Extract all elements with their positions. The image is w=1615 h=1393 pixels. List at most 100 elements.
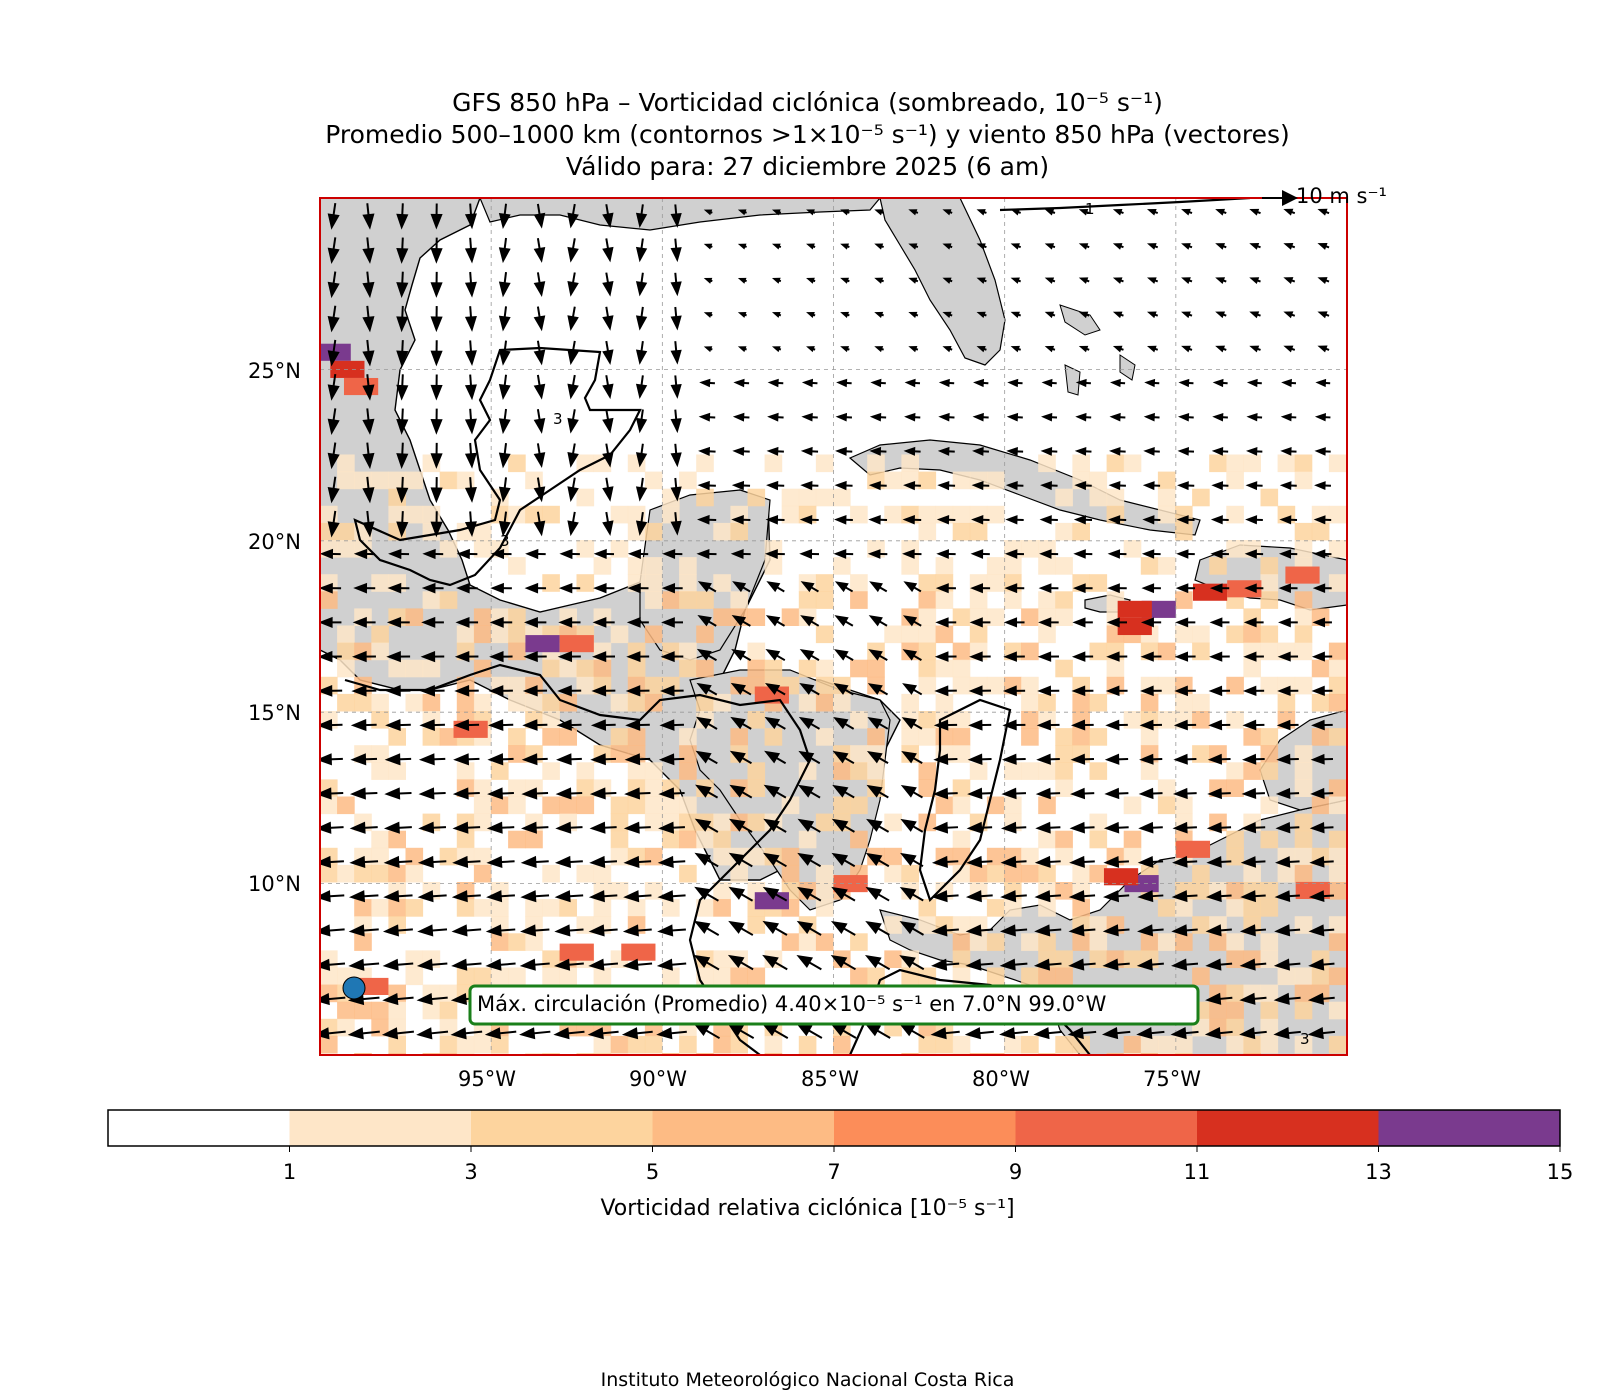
vorticity-cell — [969, 933, 988, 951]
vorticity-cell — [1311, 796, 1330, 815]
wind-vector — [1112, 345, 1124, 353]
vorticity-cell — [644, 591, 663, 609]
wind-vector — [590, 753, 617, 766]
vorticity-cell — [508, 625, 526, 644]
vorticity-cell — [1294, 830, 1313, 849]
wind-vector — [416, 1027, 449, 1040]
wind-vector — [553, 1027, 585, 1040]
vorticity-cell — [1140, 1035, 1159, 1054]
vorticity-cell — [627, 796, 646, 815]
wind-vector — [1244, 549, 1264, 559]
wind-vector — [1035, 821, 1061, 834]
wind-vector — [1044, 209, 1056, 216]
vorticity-cell — [781, 488, 800, 507]
wind-vector — [908, 277, 919, 284]
wind-vector — [966, 855, 993, 868]
wind-vector — [485, 958, 516, 971]
vorticity-cell — [320, 796, 338, 815]
wind-vector — [464, 271, 477, 298]
vorticity-cell — [1175, 522, 1193, 541]
wind-vector — [976, 311, 987, 319]
wind-vector — [488, 719, 514, 731]
wind-vector — [904, 378, 921, 388]
wind-vector — [327, 510, 340, 538]
vorticity-cell — [644, 676, 663, 695]
wind-vector — [1146, 311, 1159, 319]
wind-vector — [1138, 821, 1163, 834]
wind-vector — [728, 920, 754, 936]
vorticity-cell — [1260, 1035, 1279, 1054]
vorticity-cell — [593, 967, 612, 986]
vorticity-cell — [1157, 711, 1176, 729]
wind-vector — [968, 685, 991, 697]
vorticity-cell — [456, 967, 475, 986]
wind-vector — [320, 924, 345, 937]
vorticity-cell — [1226, 471, 1244, 490]
wind-vector — [1109, 446, 1126, 456]
colorbar-tick-label: 5 — [645, 1160, 660, 1184]
wind-vector — [350, 787, 378, 800]
wind-vector — [737, 209, 747, 216]
wind-vector — [670, 409, 682, 434]
wind-vector — [1070, 753, 1095, 765]
wind-vector — [520, 855, 549, 869]
vorticity-cell — [1243, 728, 1261, 746]
vorticity-cell — [610, 693, 629, 712]
wind-vector — [1307, 992, 1335, 1005]
wind-vector — [1138, 787, 1163, 800]
wind-vector — [874, 311, 884, 318]
wind-vector — [731, 480, 751, 491]
wind-vector — [798, 716, 821, 730]
vorticity-cell — [422, 693, 441, 712]
vorticity-cell — [473, 796, 492, 815]
wind-vector — [1212, 412, 1228, 422]
wind-vector — [533, 511, 546, 537]
wind-vector — [969, 617, 991, 628]
wind-vector — [1215, 345, 1227, 353]
vorticity-cell — [662, 830, 680, 849]
wind-vector — [731, 615, 751, 627]
wind-vector — [1010, 311, 1022, 319]
wind-vector — [766, 480, 785, 491]
wind-vector — [454, 685, 479, 697]
vorticity-cell — [1004, 591, 1022, 609]
wind-vector — [454, 650, 479, 663]
wind-vector — [762, 954, 788, 971]
wind-vector — [1035, 787, 1061, 800]
vorticity-cell — [1243, 1035, 1261, 1054]
wind-vector — [904, 412, 921, 422]
vorticity-cell — [952, 522, 971, 541]
vorticity-cell — [1260, 899, 1279, 917]
wind-vector — [385, 684, 411, 697]
wind-vector — [969, 651, 991, 662]
wind-vector — [1314, 481, 1331, 491]
vorticity-cell — [850, 967, 868, 986]
vorticity-cell — [1089, 488, 1108, 507]
wind-vector — [976, 277, 987, 284]
vorticity-cell — [1294, 745, 1313, 763]
wind-vector — [1283, 242, 1296, 250]
wind-vector — [867, 683, 889, 696]
vorticity-cell — [1038, 864, 1056, 883]
vorticity-cell — [371, 864, 389, 883]
vorticity-cell — [1089, 574, 1108, 592]
wind-vector — [937, 446, 955, 456]
wind-vector — [670, 512, 682, 536]
wind-vector — [901, 717, 923, 730]
wind-vector — [386, 616, 410, 628]
vorticity-cell — [371, 625, 389, 644]
vorticity-cell — [1175, 796, 1193, 815]
wind-vector — [320, 992, 346, 1006]
wind-vector — [522, 719, 548, 731]
wind-vector — [970, 583, 991, 594]
vorticity-cell — [1140, 693, 1159, 712]
vorticity-cell — [1226, 676, 1244, 695]
wind-vector — [430, 203, 443, 230]
vorticity-cell — [610, 728, 629, 746]
wind-vector — [554, 958, 584, 971]
wind-vector — [1275, 787, 1300, 800]
wind-vector — [832, 750, 855, 765]
vorticity-cell — [679, 642, 697, 661]
wind-vector — [396, 340, 409, 367]
vorticity-cell — [1055, 967, 1073, 986]
